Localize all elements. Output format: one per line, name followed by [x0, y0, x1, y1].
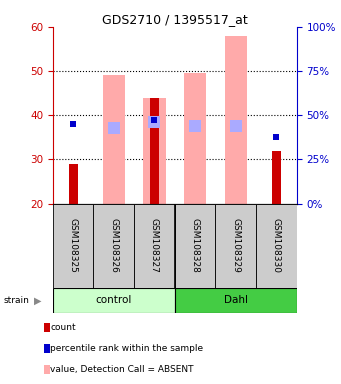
Bar [150, 98, 159, 204]
Bar [93, 204, 134, 288]
Bar [256, 204, 297, 288]
Text: GSM108330: GSM108330 [272, 218, 281, 273]
Text: ▶: ▶ [34, 295, 42, 306]
Text: GSM108326: GSM108326 [109, 218, 118, 273]
Bar [216, 204, 256, 288]
Text: GSM108325: GSM108325 [69, 218, 78, 273]
Text: GSM108328: GSM108328 [191, 218, 199, 273]
Bar [184, 73, 206, 204]
Text: strain: strain [3, 296, 29, 305]
Bar [103, 76, 125, 204]
Text: percentile rank within the sample: percentile rank within the sample [50, 344, 204, 353]
Title: GDS2710 / 1395517_at: GDS2710 / 1395517_at [102, 13, 248, 26]
Bar [175, 204, 216, 288]
Bar [175, 288, 297, 313]
Text: GSM108329: GSM108329 [231, 218, 240, 273]
Text: value, Detection Call = ABSENT: value, Detection Call = ABSENT [50, 365, 194, 374]
Text: control: control [95, 295, 132, 306]
Text: Dahl: Dahl [224, 295, 248, 306]
Bar [224, 36, 247, 204]
Text: count: count [50, 323, 76, 332]
Bar [143, 98, 166, 204]
Bar [272, 151, 281, 204]
Bar [53, 204, 93, 288]
Bar [134, 204, 175, 288]
Text: GSM108327: GSM108327 [150, 218, 159, 273]
Bar [69, 164, 78, 204]
Bar [53, 288, 175, 313]
